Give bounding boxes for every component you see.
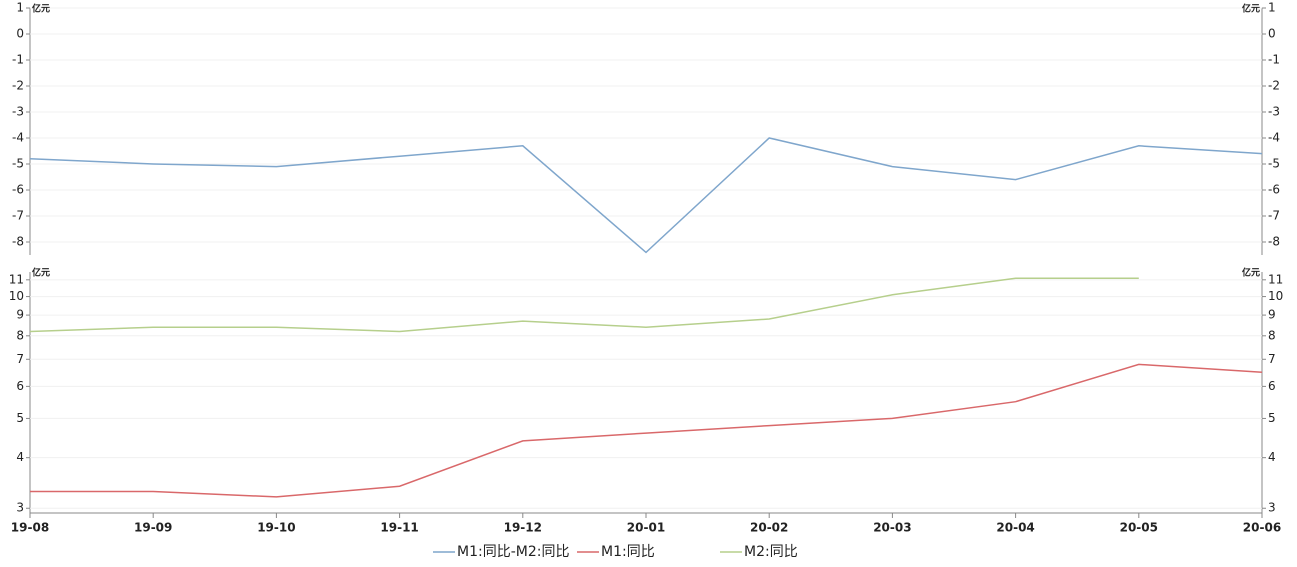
unit-label: 亿元 [32, 267, 50, 279]
x-tick-label: 19-08 [11, 521, 49, 535]
y-tick-label: -7 [12, 209, 24, 223]
unit-label: 亿元 [32, 3, 50, 15]
y-tick-label: -6 [12, 183, 24, 197]
y2-tick-label: 1 [1268, 1, 1276, 15]
y2-tick-label: -8 [1268, 235, 1280, 249]
y-tick-label: 6 [16, 379, 24, 393]
y2-tick-label: -6 [1268, 183, 1280, 197]
y2-tick-label: -5 [1268, 157, 1280, 171]
y-tick-label: 10 [9, 289, 24, 303]
y-tick-label: 8 [16, 328, 24, 342]
y-tick-label: 5 [16, 411, 24, 425]
y-tick-label: -1 [12, 53, 24, 67]
y-tick-label: 3 [16, 501, 24, 515]
y-tick-label: -8 [12, 235, 24, 249]
y2-tick-label: -4 [1268, 131, 1280, 145]
x-tick-label: 19-12 [504, 521, 542, 535]
y-tick-label: -2 [12, 79, 24, 93]
unit-label: 亿元 [1242, 3, 1260, 15]
y2-tick-label: 8 [1268, 328, 1276, 342]
x-tick-label: 20-04 [996, 521, 1034, 535]
x-tick-label: 19-11 [380, 521, 418, 535]
x-tick-label: 20-02 [750, 521, 788, 535]
y-tick-label: 9 [16, 308, 24, 322]
y2-tick-label: 3 [1268, 501, 1276, 515]
y-tick-label: -4 [12, 131, 24, 145]
y-tick-label: 4 [16, 450, 24, 464]
line-series [29, 137, 1263, 254]
y-tick-label: 7 [16, 352, 24, 366]
legend-label: M1:同比-M2:同比 [457, 544, 569, 560]
y2-tick-label: 0 [1268, 27, 1276, 41]
x-tick-label: 20-05 [1120, 521, 1158, 535]
y-tick-label: -5 [12, 157, 24, 171]
y2-tick-label: -7 [1268, 209, 1280, 223]
y-tick-label: 1 [16, 1, 24, 15]
y2-tick-label: 5 [1268, 411, 1276, 425]
legend-label: M2:同比 [744, 544, 798, 560]
x-tick-label: 19-09 [134, 521, 172, 535]
unit-label: 亿元 [1242, 267, 1260, 279]
y2-tick-label: -3 [1268, 105, 1280, 119]
y2-tick-label: 11 [1268, 272, 1283, 286]
y2-tick-label: -2 [1268, 79, 1280, 93]
legend-label: M1:同比 [601, 544, 655, 560]
line-series [30, 363, 1263, 498]
x-tick-label: 20-03 [873, 521, 911, 535]
y-tick-label: 0 [16, 27, 24, 41]
x-tick-label: 20-06 [1243, 521, 1281, 535]
y2-tick-label: 10 [1268, 289, 1283, 303]
y-tick-label: -3 [12, 105, 24, 119]
y2-tick-label: 4 [1268, 450, 1276, 464]
y-tick-label: 11 [9, 272, 24, 286]
x-tick-label: 19-10 [257, 521, 295, 535]
y2-tick-label: 7 [1268, 352, 1276, 366]
y2-tick-label: -1 [1268, 53, 1280, 67]
x-tick-label: 20-01 [627, 521, 665, 535]
y2-tick-label: 9 [1268, 308, 1276, 322]
y2-tick-label: 6 [1268, 379, 1276, 393]
line-series [29, 277, 1139, 333]
